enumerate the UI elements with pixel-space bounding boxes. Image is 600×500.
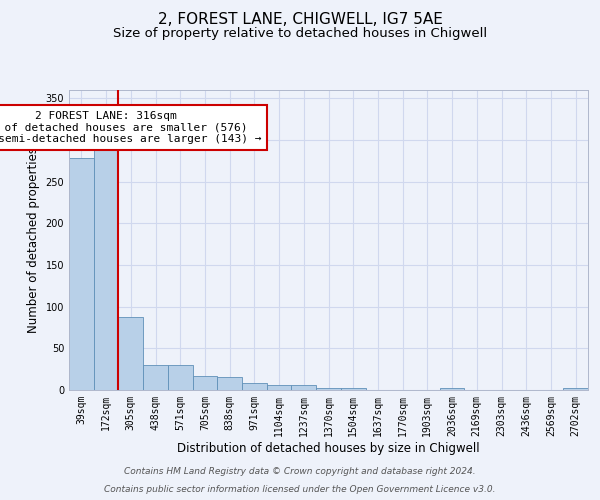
Bar <box>193 376 217 390</box>
Bar <box>94 148 118 390</box>
Y-axis label: Number of detached properties: Number of detached properties <box>27 147 40 333</box>
Bar <box>267 385 292 390</box>
Bar <box>217 376 242 390</box>
Text: 2, FOREST LANE, CHIGWELL, IG7 5AE: 2, FOREST LANE, CHIGWELL, IG7 5AE <box>158 12 442 28</box>
Bar <box>292 385 316 390</box>
Bar <box>341 388 365 390</box>
Bar <box>69 158 94 390</box>
Text: Contains public sector information licensed under the Open Government Licence v3: Contains public sector information licen… <box>104 485 496 494</box>
X-axis label: Distribution of detached houses by size in Chigwell: Distribution of detached houses by size … <box>177 442 480 454</box>
Text: 2 FOREST LANE: 316sqm
← 80% of detached houses are smaller (576)
20% of semi-det: 2 FOREST LANE: 316sqm ← 80% of detached … <box>0 111 262 144</box>
Bar <box>118 316 143 390</box>
Bar <box>316 388 341 390</box>
Bar <box>168 365 193 390</box>
Bar <box>143 365 168 390</box>
Bar <box>242 384 267 390</box>
Bar <box>563 388 588 390</box>
Text: Contains HM Land Registry data © Crown copyright and database right 2024.: Contains HM Land Registry data © Crown c… <box>124 467 476 476</box>
Text: Size of property relative to detached houses in Chigwell: Size of property relative to detached ho… <box>113 28 487 40</box>
Bar <box>440 388 464 390</box>
